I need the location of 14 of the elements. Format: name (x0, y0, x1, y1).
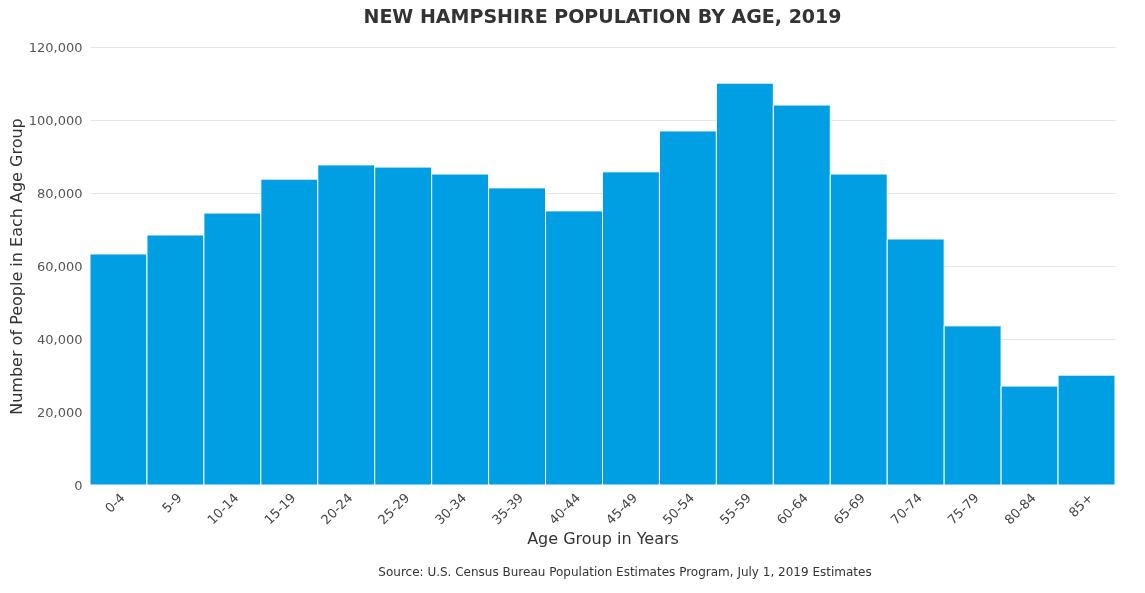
y-tick-label: 120,000 (28, 39, 83, 55)
y-tick-label: 60,000 (37, 258, 83, 274)
y-tick-label: 100,000 (28, 112, 83, 128)
x-tick-label: 0-4 (102, 490, 128, 516)
y-tick-label: 80,000 (37, 185, 83, 201)
chart-title: NEW HAMPSHIRE POPULATION BY AGE, 2019 (363, 5, 842, 27)
x-axis-title: Age Group in Years (527, 529, 679, 549)
x-tick-label: 85+ (1065, 490, 1096, 521)
y-tick-label: 0 (74, 477, 83, 493)
y-tick-label: 40,000 (37, 331, 83, 347)
source-note: Source: U.S. Census Bureau Population Estimates Program, July 1, 2019 Estimates (377, 565, 873, 579)
y-tick-label: 20,000 (37, 404, 83, 420)
x-tick-label: 5-9 (158, 490, 185, 516)
y-axis-title: Number of People in Each Age Group (6, 118, 26, 415)
